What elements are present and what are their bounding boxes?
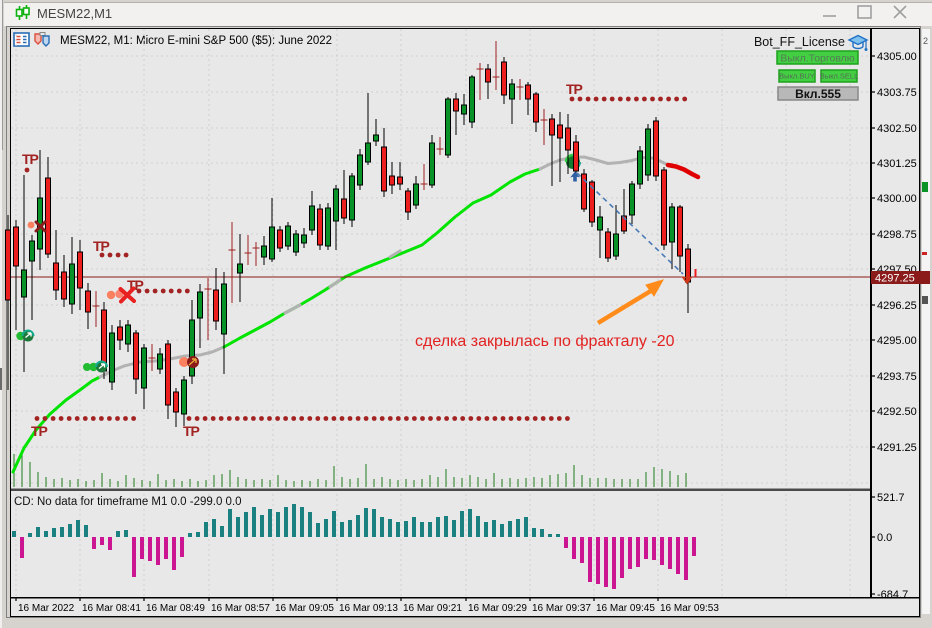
- svg-text:TP: TP: [93, 238, 110, 254]
- svg-text:TP: TP: [22, 151, 39, 167]
- svg-text:MESM22, M1: Micro E-mini S&P: MESM22, M1: Micro E-mini S&P 500 ($5): J…: [60, 35, 332, 47]
- svg-text:Bot_FF_License: Bot_FF_License: [754, 35, 845, 49]
- svg-text:16 Mar 09:29: 16 Mar 09:29: [468, 603, 527, 614]
- svg-text:0.0: 0.0: [877, 532, 892, 544]
- svg-text:TP: TP: [566, 81, 583, 97]
- svg-text:2: 2: [923, 36, 928, 46]
- svg-text:4292.50: 4292.50: [877, 406, 917, 418]
- svg-text:-684.7: -684.7: [877, 589, 908, 601]
- svg-text:16 Mar 09:13: 16 Mar 09:13: [339, 603, 398, 614]
- svg-text:16 Mar 08:57: 16 Mar 08:57: [211, 603, 270, 614]
- svg-text:16 Mar 09:21: 16 Mar 09:21: [403, 603, 462, 614]
- svg-text:Выкл.BUY: Выкл.BUY: [779, 72, 815, 81]
- svg-text:4298.75: 4298.75: [877, 229, 917, 241]
- svg-text:521.7: 521.7: [877, 492, 905, 504]
- svg-text:4297.25: 4297.25: [875, 273, 915, 285]
- svg-text:Выкл.Торговлю: Выкл.Торговлю: [780, 52, 854, 64]
- svg-text:4293.75: 4293.75: [877, 371, 917, 383]
- svg-text:16 Mar 09:53: 16 Mar 09:53: [660, 603, 719, 614]
- svg-text:сделка закрылась по фракталу -: сделка закрылась по фракталу -20: [415, 333, 675, 350]
- svg-text:TP: TP: [31, 423, 48, 439]
- svg-text:16 Mar 08:49: 16 Mar 08:49: [146, 603, 205, 614]
- svg-text:16 Mar 2022: 16 Mar 2022: [18, 603, 75, 614]
- svg-text:4296.25: 4296.25: [877, 300, 917, 312]
- svg-text:16 Mar 08:41: 16 Mar 08:41: [82, 603, 141, 614]
- svg-text:TP: TP: [183, 423, 200, 439]
- svg-text:4295.00: 4295.00: [877, 335, 917, 347]
- svg-text:MESM22,M1: MESM22,M1: [37, 6, 112, 21]
- svg-text:16 Mar 09:37: 16 Mar 09:37: [532, 603, 591, 614]
- svg-text:4300.00: 4300.00: [877, 193, 917, 205]
- svg-text:4302.50: 4302.50: [877, 123, 917, 135]
- svg-text:4303.75: 4303.75: [877, 87, 917, 99]
- svg-text:CD: No data for timeframe M1 0: CD: No data for timeframe M1 0.0 -299.0 …: [14, 496, 242, 508]
- svg-text:16 Mar 09:05: 16 Mar 09:05: [275, 603, 334, 614]
- svg-text:4305.00: 4305.00: [877, 51, 917, 63]
- svg-text:4291.25: 4291.25: [877, 442, 917, 454]
- svg-text:Выкл.SELL: Выкл.SELL: [820, 72, 859, 81]
- svg-text:Вкл.555: Вкл.555: [795, 87, 841, 101]
- svg-text:16 Mar 09:45: 16 Mar 09:45: [596, 603, 655, 614]
- svg-text:4301.25: 4301.25: [877, 158, 917, 170]
